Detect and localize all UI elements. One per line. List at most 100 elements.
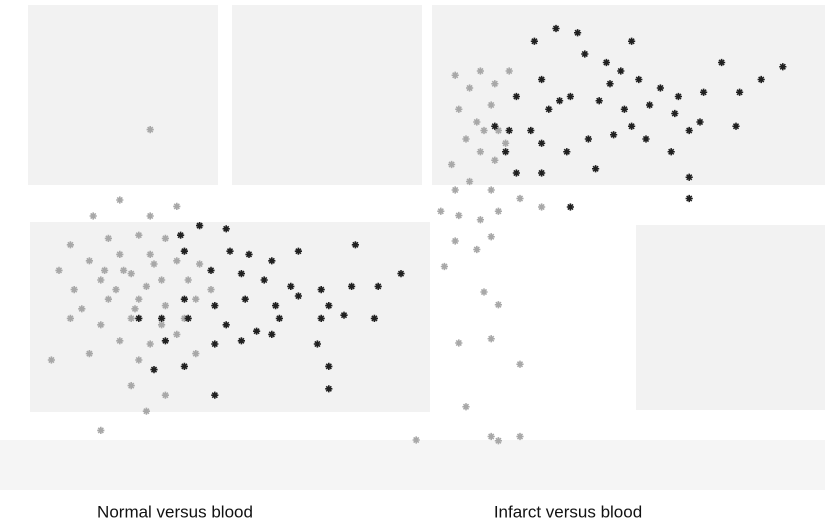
point [181, 363, 188, 370]
point [488, 233, 495, 240]
point [112, 286, 119, 293]
point [242, 296, 249, 303]
point [513, 169, 520, 176]
point [736, 89, 743, 96]
point [448, 161, 455, 168]
point [452, 237, 459, 244]
point [226, 248, 233, 255]
point [173, 257, 180, 264]
point [287, 283, 294, 290]
point [325, 363, 332, 370]
point [668, 148, 675, 155]
point [116, 196, 123, 203]
point [397, 270, 404, 277]
point [473, 246, 480, 253]
point [567, 93, 574, 100]
point [545, 106, 552, 113]
point [105, 235, 112, 242]
point [732, 123, 739, 130]
bg-panel [432, 5, 825, 185]
point [455, 212, 462, 219]
point [150, 366, 157, 373]
point [185, 276, 192, 283]
point [162, 302, 169, 309]
point [272, 302, 279, 309]
point [617, 67, 624, 74]
point [477, 67, 484, 74]
point [592, 165, 599, 172]
point [90, 212, 97, 219]
point [413, 436, 420, 443]
point [686, 174, 693, 181]
point [596, 97, 603, 104]
point [97, 321, 104, 328]
point [143, 283, 150, 290]
point [718, 59, 725, 66]
point [185, 315, 192, 322]
point [131, 305, 138, 312]
point [567, 203, 574, 210]
point [495, 208, 502, 215]
point [352, 241, 359, 248]
point [585, 135, 592, 142]
point [135, 232, 142, 239]
bg-panel [636, 225, 825, 410]
point [686, 195, 693, 202]
point [71, 286, 78, 293]
point [120, 267, 127, 274]
point [128, 315, 135, 322]
point [116, 251, 123, 258]
point [135, 356, 142, 363]
point [261, 276, 268, 283]
point [207, 267, 214, 274]
point [506, 67, 513, 74]
point [211, 302, 218, 309]
point [462, 403, 469, 410]
point [452, 72, 459, 79]
point [135, 296, 142, 303]
point [488, 335, 495, 342]
point [646, 101, 653, 108]
point [181, 248, 188, 255]
point [78, 305, 85, 312]
point [128, 270, 135, 277]
point [502, 148, 509, 155]
point [452, 186, 459, 193]
point [196, 222, 203, 229]
figure: Normal versus blood Infarct versus blood [0, 0, 825, 528]
point [211, 340, 218, 347]
point [513, 93, 520, 100]
chart-caption: Infarct versus blood [494, 502, 642, 521]
point [158, 315, 165, 322]
point [253, 328, 260, 335]
point [162, 235, 169, 242]
point [455, 339, 462, 346]
point [642, 135, 649, 142]
point [488, 101, 495, 108]
point [101, 267, 108, 274]
point [462, 135, 469, 142]
point [603, 59, 610, 66]
point [196, 260, 203, 267]
point [268, 331, 275, 338]
point [238, 270, 245, 277]
point [671, 110, 678, 117]
point [516, 433, 523, 440]
point [223, 225, 230, 232]
point [466, 84, 473, 91]
point [657, 84, 664, 91]
point [67, 315, 74, 322]
point [147, 126, 154, 133]
point [491, 80, 498, 87]
point [466, 178, 473, 185]
point [488, 433, 495, 440]
point [675, 93, 682, 100]
point [158, 276, 165, 283]
point [538, 203, 545, 210]
point [173, 331, 180, 338]
point [147, 251, 154, 258]
point [516, 195, 523, 202]
point [538, 169, 545, 176]
point [143, 408, 150, 415]
point [556, 97, 563, 104]
